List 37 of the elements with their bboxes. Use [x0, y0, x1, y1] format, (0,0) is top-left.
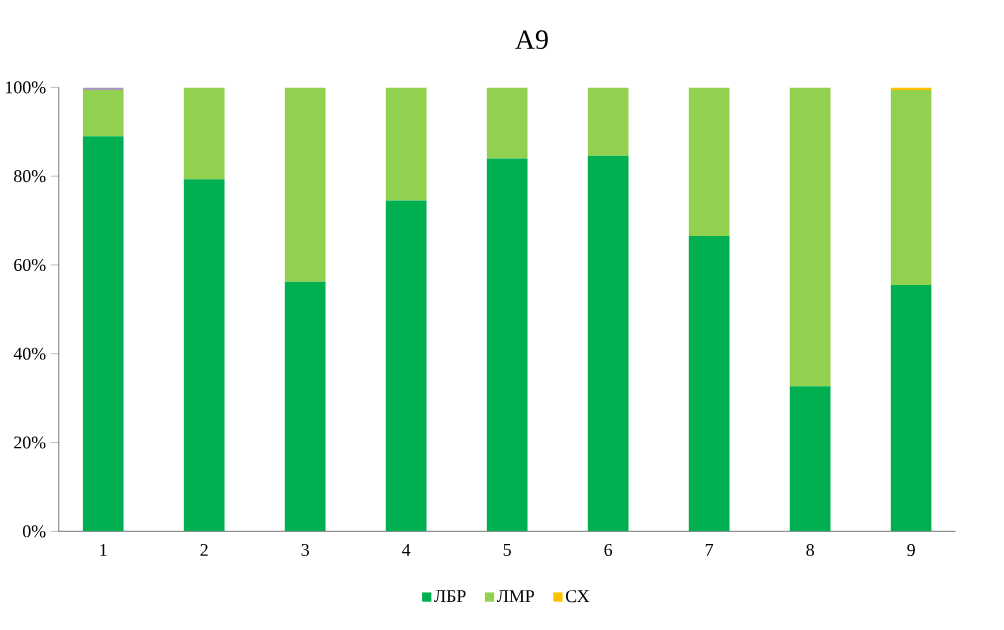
bar [789, 386, 831, 532]
bar [284, 87, 326, 283]
bar [183, 179, 225, 532]
bar [486, 87, 528, 159]
bar [82, 90, 124, 137]
legend-label: СХ [565, 590, 590, 603]
y-tick-label: 80% [14, 170, 46, 183]
bar [688, 236, 730, 532]
x-tick-label: 1 [100, 544, 107, 556]
x-tick-label: 9 [907, 544, 915, 557]
x-tick-label: 2 [200, 544, 208, 556]
bar [789, 87, 831, 387]
y-tick-label: 20% [14, 436, 46, 449]
bar [890, 90, 932, 286]
y-tick-label: 60% [14, 259, 46, 272]
bar [284, 282, 326, 532]
legend-label: ЛБР [434, 590, 466, 603]
y-tick-label: 40% [13, 347, 46, 360]
bar [688, 87, 730, 237]
x-tick-label: 3 [301, 544, 309, 557]
x-tick-label: 7 [705, 544, 714, 556]
y-tick-label: 100% [6, 81, 46, 94]
legend-label: ЛМР [496, 590, 535, 603]
bar [82, 136, 124, 532]
bar [183, 87, 225, 180]
x-tick-label: 8 [806, 544, 814, 557]
bar [385, 87, 427, 201]
x-tick-label: 4 [402, 544, 411, 556]
bar [587, 155, 629, 532]
bar [587, 87, 629, 156]
y-tick-label: 0% [22, 525, 46, 538]
bar [486, 158, 528, 532]
x-tick-label: 6 [604, 544, 613, 557]
bar [385, 200, 427, 532]
bar [890, 285, 932, 532]
x-tick-label: 5 [503, 544, 511, 556]
chart-title: A9 [515, 30, 548, 50]
